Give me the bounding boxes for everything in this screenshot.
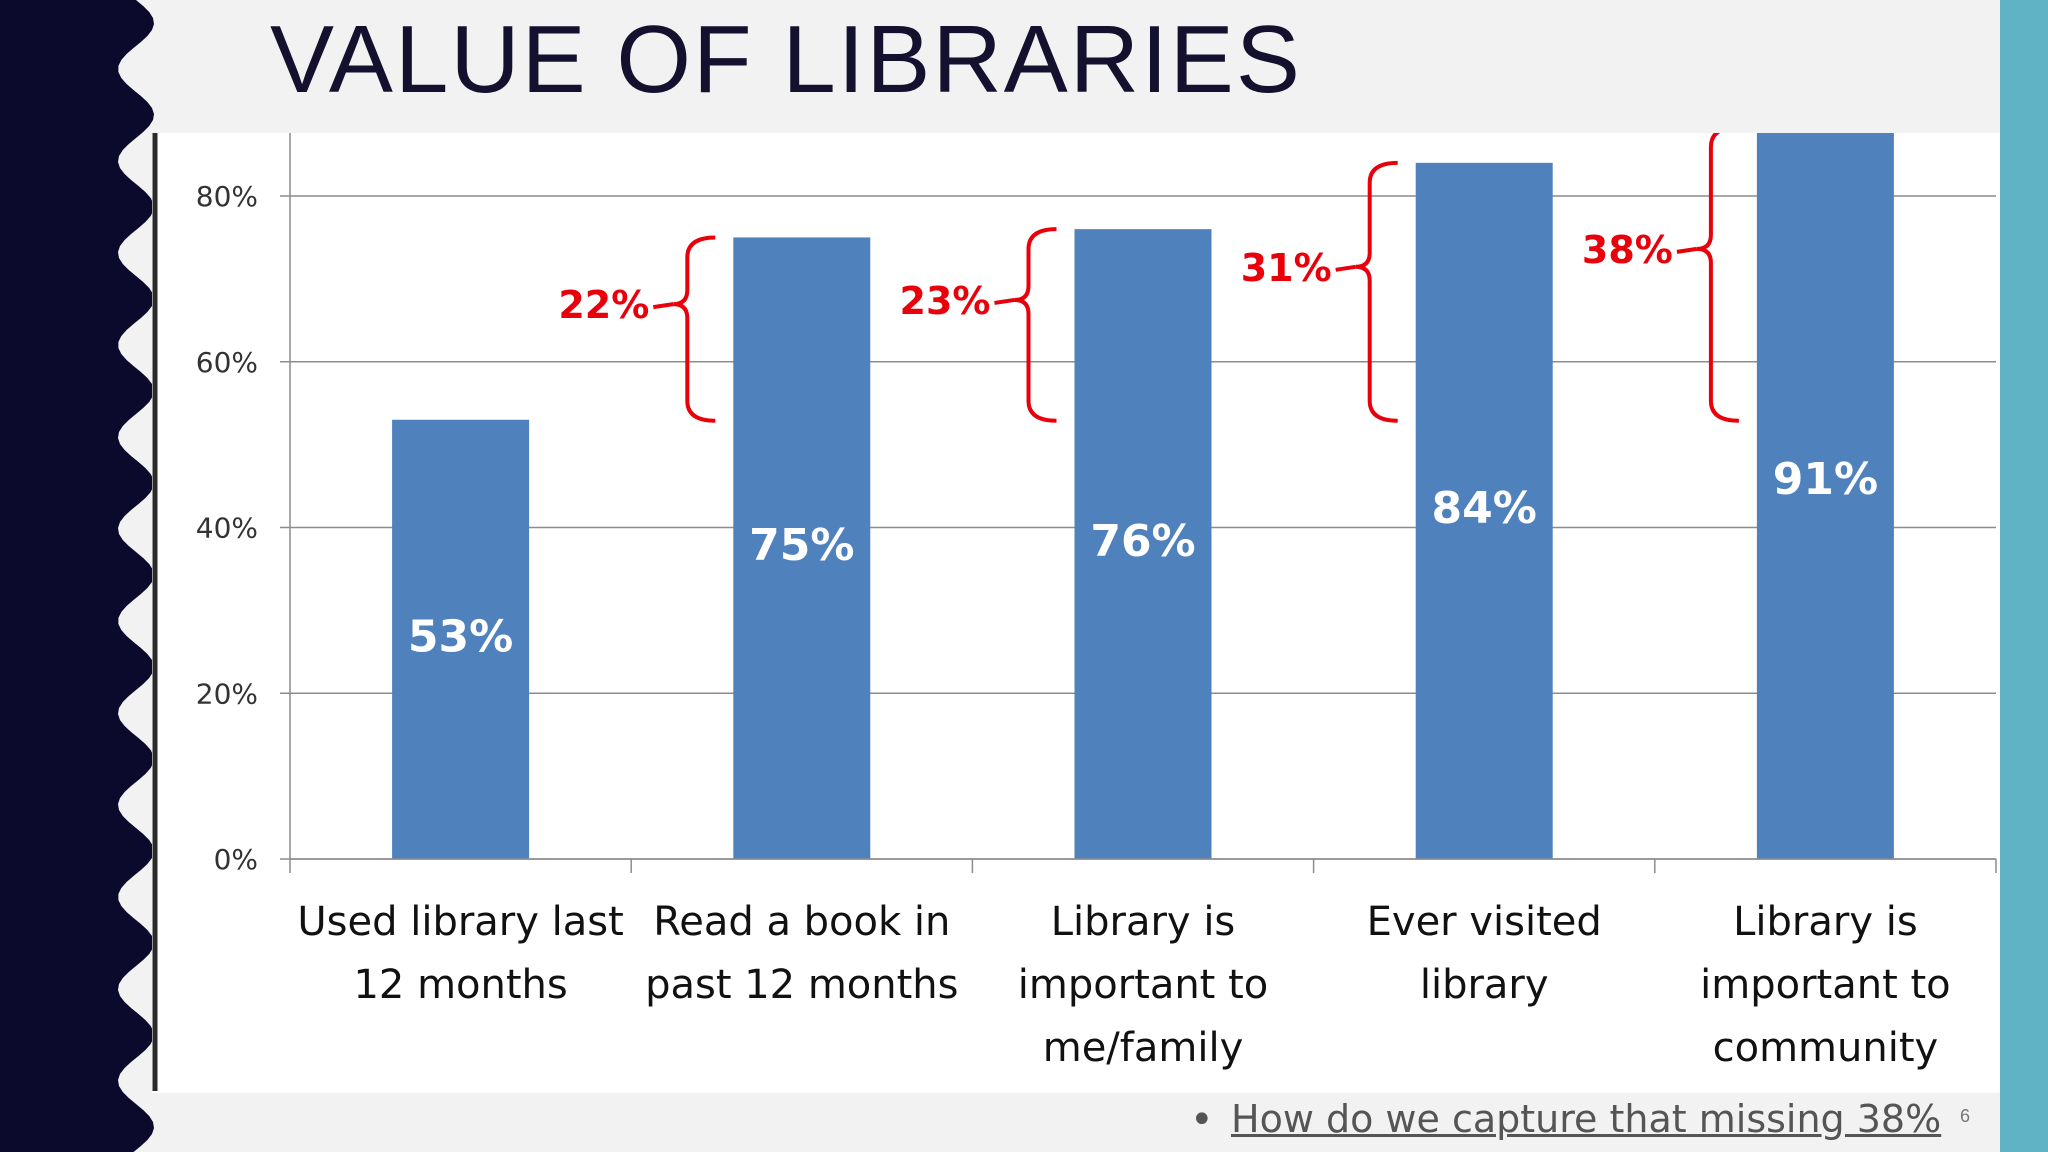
footer-link[interactable]: How do we capture that missing 38% xyxy=(1231,1097,1942,1141)
gap-bracket xyxy=(673,235,716,423)
gap-label: 38% xyxy=(1582,228,1673,272)
left-decorative-band xyxy=(0,0,154,1152)
x-category-label: Used library last xyxy=(297,899,623,945)
bar-data-label: 84% xyxy=(1432,483,1537,534)
y-tick-label: 40% xyxy=(196,512,258,545)
slide-number: 6 xyxy=(1960,1106,1971,1126)
gap-label: 31% xyxy=(1241,246,1332,290)
gap-bracket xyxy=(1014,227,1057,423)
slide-title: VALUE OF LIBRARIES xyxy=(270,6,1302,113)
x-category-label: Library is xyxy=(1733,899,1918,945)
gap-bracket-pointer xyxy=(1335,264,1356,272)
gap-bracket xyxy=(1696,133,1739,423)
wave-edge xyxy=(0,0,154,1152)
bar-data-label: 76% xyxy=(1090,516,1195,567)
footer-bullet: • xyxy=(1190,1097,1214,1143)
x-category-label: Ever visited xyxy=(1367,899,1602,945)
bar-chart: 0% 20% 40% 60% 80% 22% 23% 31% 38% 53% 75% 76% 84%… xyxy=(152,133,1997,1091)
x-category-label: me/family xyxy=(1043,1025,1244,1071)
bar xyxy=(392,419,530,859)
x-category-label: library xyxy=(1420,962,1549,1008)
y-tick-label: 80% xyxy=(196,180,258,213)
bar xyxy=(1415,162,1553,860)
gap-bracket xyxy=(1355,160,1398,423)
bar xyxy=(1756,133,1894,859)
bar-data-label: 75% xyxy=(749,520,854,571)
y-tick-label: 60% xyxy=(196,346,258,379)
bar-data-label: 53% xyxy=(408,611,513,662)
y-tick-label: 20% xyxy=(196,677,258,710)
gap-label: 23% xyxy=(900,279,991,323)
bar-data-label: 91% xyxy=(1773,454,1878,505)
gap-bracket-pointer xyxy=(653,302,674,310)
y-tick-label: 0% xyxy=(214,843,258,876)
gap-bracket-pointer xyxy=(1676,246,1698,254)
x-category-label: important to xyxy=(1700,962,1951,1008)
x-category-label: important to xyxy=(1018,962,1269,1008)
bar xyxy=(733,237,871,859)
x-category-label: Read a book in xyxy=(653,899,950,945)
gap-label: 22% xyxy=(558,283,649,327)
x-category-label: past 12 months xyxy=(645,962,958,1008)
x-category-label: 12 months xyxy=(353,962,567,1008)
x-category-label: Library is xyxy=(1051,899,1236,945)
right-accent-strip xyxy=(2000,0,2048,1152)
x-category-label: community xyxy=(1713,1025,1939,1071)
bar xyxy=(1074,229,1212,859)
gap-bracket-pointer xyxy=(994,297,1015,305)
